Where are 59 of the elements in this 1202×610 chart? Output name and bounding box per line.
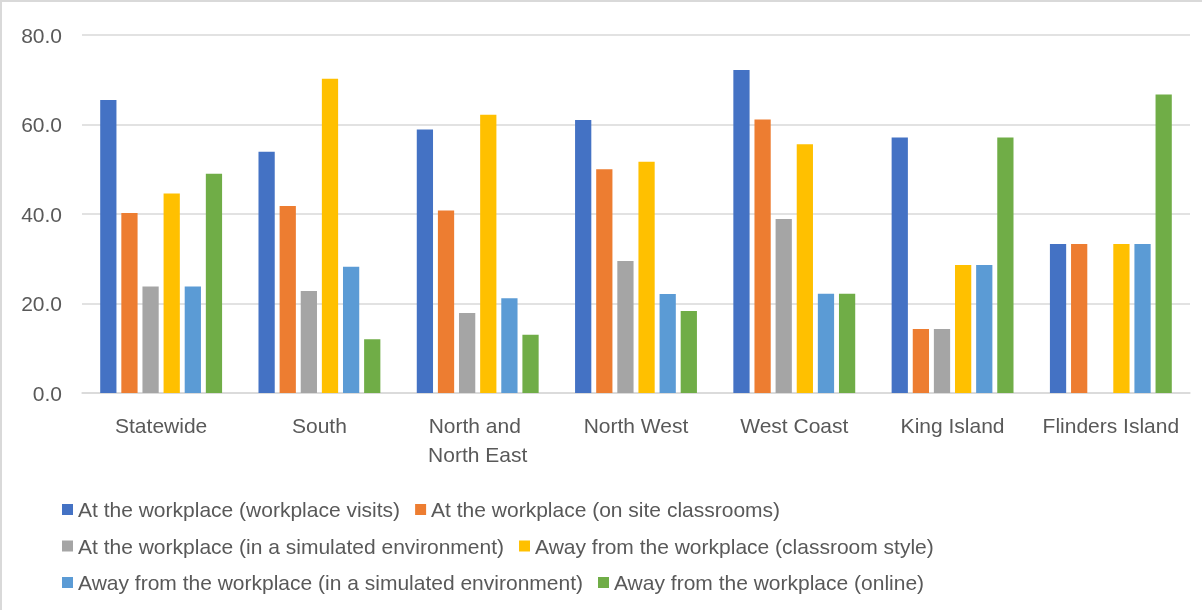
bar [775, 218, 792, 393]
x-tick-label: King Island [900, 414, 1005, 437]
x-tick-label: North West [583, 414, 689, 437]
bar [459, 312, 476, 393]
bar [817, 293, 835, 393]
y-tick-label: 40.0 [21, 202, 62, 226]
bar [1113, 243, 1130, 393]
bar [638, 161, 655, 393]
bar [121, 213, 138, 393]
bar [321, 78, 339, 393]
bar [1155, 94, 1172, 393]
bar [955, 265, 972, 393]
bar [617, 260, 634, 393]
bar [100, 99, 117, 393]
bar [997, 137, 1014, 393]
legend-label: Away from the workplace (classroom style) [535, 534, 934, 558]
bar [796, 144, 813, 393]
bar [437, 210, 455, 393]
bar [659, 294, 676, 393]
x-tick-label: Statewide [115, 414, 208, 437]
legend-label: At the workplace (workplace visits) [78, 498, 401, 521]
bar [680, 311, 697, 393]
x-tick-label: South [291, 414, 347, 437]
bar [1134, 243, 1151, 393]
bar [891, 137, 908, 393]
legend-label: At the workplace (on site classrooms) [431, 498, 781, 521]
bar [300, 290, 317, 393]
bar [976, 265, 993, 393]
y-tick-label: 60.0 [21, 113, 62, 136]
x-tick-label: North and North East [428, 414, 528, 466]
bar [575, 120, 592, 393]
bar [754, 119, 771, 393]
bar [522, 334, 539, 393]
bar [1049, 243, 1067, 393]
bar [838, 293, 856, 393]
bar [279, 205, 296, 393]
bar [1071, 243, 1088, 393]
x-tick-label: West Coast [740, 414, 849, 437]
y-tick-label: 0.0 [32, 381, 62, 405]
x-tick-label: Flinders Island [1042, 414, 1180, 437]
y-tick-label: 80.0 [21, 23, 62, 47]
bar [416, 129, 434, 393]
bar [733, 69, 750, 393]
y-tick-label: 20.0 [21, 292, 62, 315]
legend-label: At the workplace (in a simulated environment) [78, 534, 505, 558]
bar [258, 151, 275, 393]
bar [912, 329, 930, 393]
bar [163, 193, 180, 393]
bar [501, 298, 518, 393]
legend-label: Away from the workplace (in a simulated environment) [78, 571, 583, 594]
bar [596, 169, 613, 393]
bar [480, 114, 497, 393]
bar [364, 339, 381, 393]
bar [184, 286, 201, 393]
bar [933, 329, 951, 393]
bar [205, 173, 223, 393]
legend-label: Away from the workplace (online) [613, 571, 925, 594]
bar [342, 266, 360, 393]
bar [142, 286, 159, 393]
